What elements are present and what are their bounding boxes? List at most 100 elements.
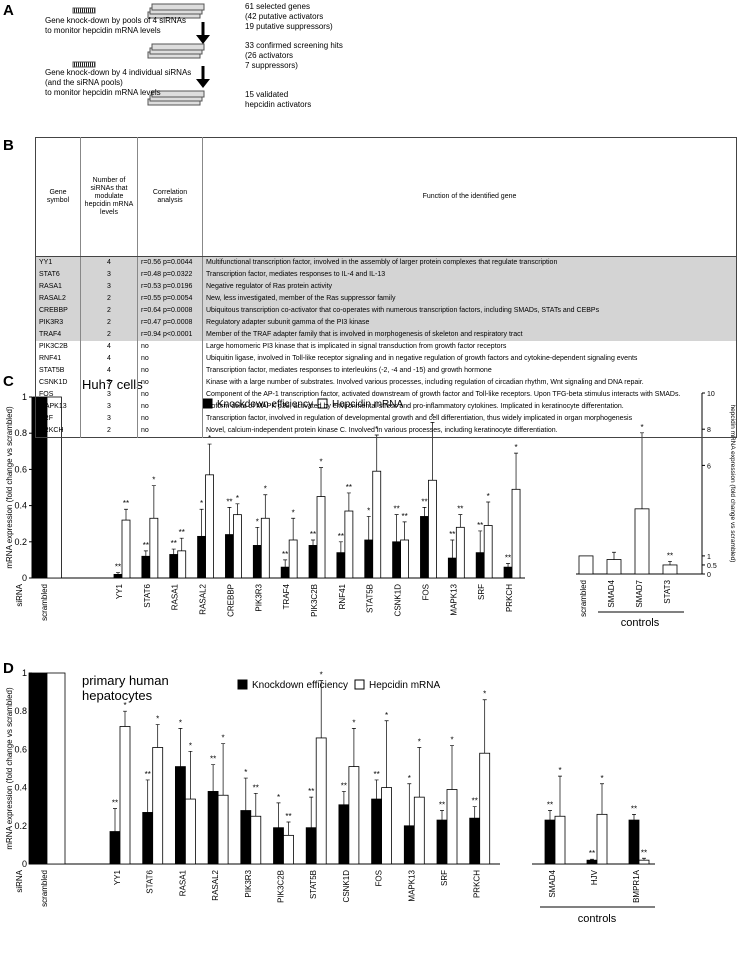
significance-label: ** [171,539,177,548]
bar [348,766,360,865]
bar [316,496,326,579]
error-bar [319,680,324,738]
legend-swatch [317,398,328,409]
significance-label: ** [547,801,553,810]
x-tick-label: TRAF4 [282,583,291,609]
significance-label: ** [210,755,216,764]
x-axis-label: siRNA [15,869,24,892]
table-cell: no [137,413,203,425]
significance-label: * [236,494,239,503]
y-axis-label: mRNA expression (fold change vs scramble… [5,406,14,569]
table-cell: 3 [80,281,138,293]
error-bar [346,492,351,512]
error-bar [221,743,226,796]
bar [483,525,493,579]
x-tick-label: RASA1 [171,583,180,610]
significance-label: ** [457,505,463,514]
significance-label: ** [667,551,673,560]
x-tick-label: YY1 [115,583,124,599]
x-tick-label: scrambled [40,584,49,621]
table-cell: no [137,401,203,413]
bar [174,766,186,865]
table-cell: RASA1 [35,281,81,293]
error-bar [506,563,511,568]
bar [554,815,566,865]
workflow-arrows [196,22,210,88]
workflow-note: (and the siRNA pools) [45,78,123,87]
significance-label: * [408,774,411,783]
table-cell: no [137,353,203,365]
significance-label: * [189,741,192,750]
x-tick-label: CREBBP [226,584,235,617]
error-bar [211,764,216,792]
workflow-icons [72,3,205,106]
table-cell: 2 [80,317,138,329]
x-tick-label: PRKCH [505,584,514,612]
error-bar [145,779,150,813]
significance-label: * [514,443,517,452]
error-bar [430,421,435,481]
significance-label: * [152,476,155,485]
table-row: STAT6 3 r=0.48 p=0.0322 Transcription facto… [35,269,737,281]
table-cell: MAPK13 [35,401,81,413]
y-tick-label: 1 [22,392,27,402]
significance-label: * [558,766,561,775]
x-tick-label: PRKCH [473,870,482,898]
table-cell: 2 [80,305,138,317]
significance-label: * [277,793,280,802]
table-cell: Component of the AP-1 transcription fact… [206,391,681,398]
significance-label: ** [421,497,427,506]
error-bar [341,791,346,805]
bar [447,557,457,579]
y-tick-label: 0.4 [14,501,27,511]
significance-label: * [264,485,267,494]
table-cell: PRKCH [35,425,81,438]
workflow-note: to monitor hepcidin mRNA levels [45,88,161,97]
error-bar [171,548,176,555]
bar [662,564,678,575]
significance-label: * [352,718,355,727]
table-cell: Ubiquitous transcription co-activator th… [202,305,737,317]
significance-label: ** [115,563,121,572]
significance-label: * [179,718,182,727]
table-cell: CREBBP [35,305,81,317]
table-row: FOS 3 no Component of the AP-1 transcriptio… [35,389,737,401]
error-bar [482,699,487,754]
header-cell: Gene symbol [35,137,81,257]
x-tick-label: BMPR1A [632,869,641,903]
table-cell: Novel, calcium-independent protein kinas… [206,427,558,434]
error-bar [179,537,184,551]
error-bar [514,452,519,490]
error-bar [440,810,444,821]
table-cell: r=0.47 p=0.0008 [137,317,203,329]
significance-label: * [600,774,603,783]
bar [469,817,481,865]
x-tick-label: YY1 [113,869,122,885]
table-cell: r=0.64 p=0.0008 [137,305,203,317]
error-bar [422,507,427,517]
x-tick-label: MAPK13 [449,583,458,615]
error-bar [384,720,389,788]
significance-label: ** [589,849,595,858]
error-bar [199,508,204,537]
bar [428,479,437,579]
error-bar [283,559,288,568]
x-axis-label: controls [578,913,617,925]
table-cell: YY1 [35,256,81,269]
error-bar [668,560,672,565]
table-cell: no [137,365,203,377]
bar [400,539,410,579]
y-tick-label: 0.6 [14,744,27,754]
error-bar [407,783,412,826]
y-tick-label: 0.6 [14,464,27,474]
table-cell: Negative regulator of Ras protein activi… [202,281,737,293]
error-bar [286,821,291,836]
table-cell: r=0.48 p=0.0322 [137,269,203,281]
error-bar [478,530,483,553]
legend-swatch [202,398,213,409]
significance-label: * [256,517,259,526]
error-bar [253,792,258,817]
significance-label: ** [143,541,149,550]
bar [113,573,123,579]
